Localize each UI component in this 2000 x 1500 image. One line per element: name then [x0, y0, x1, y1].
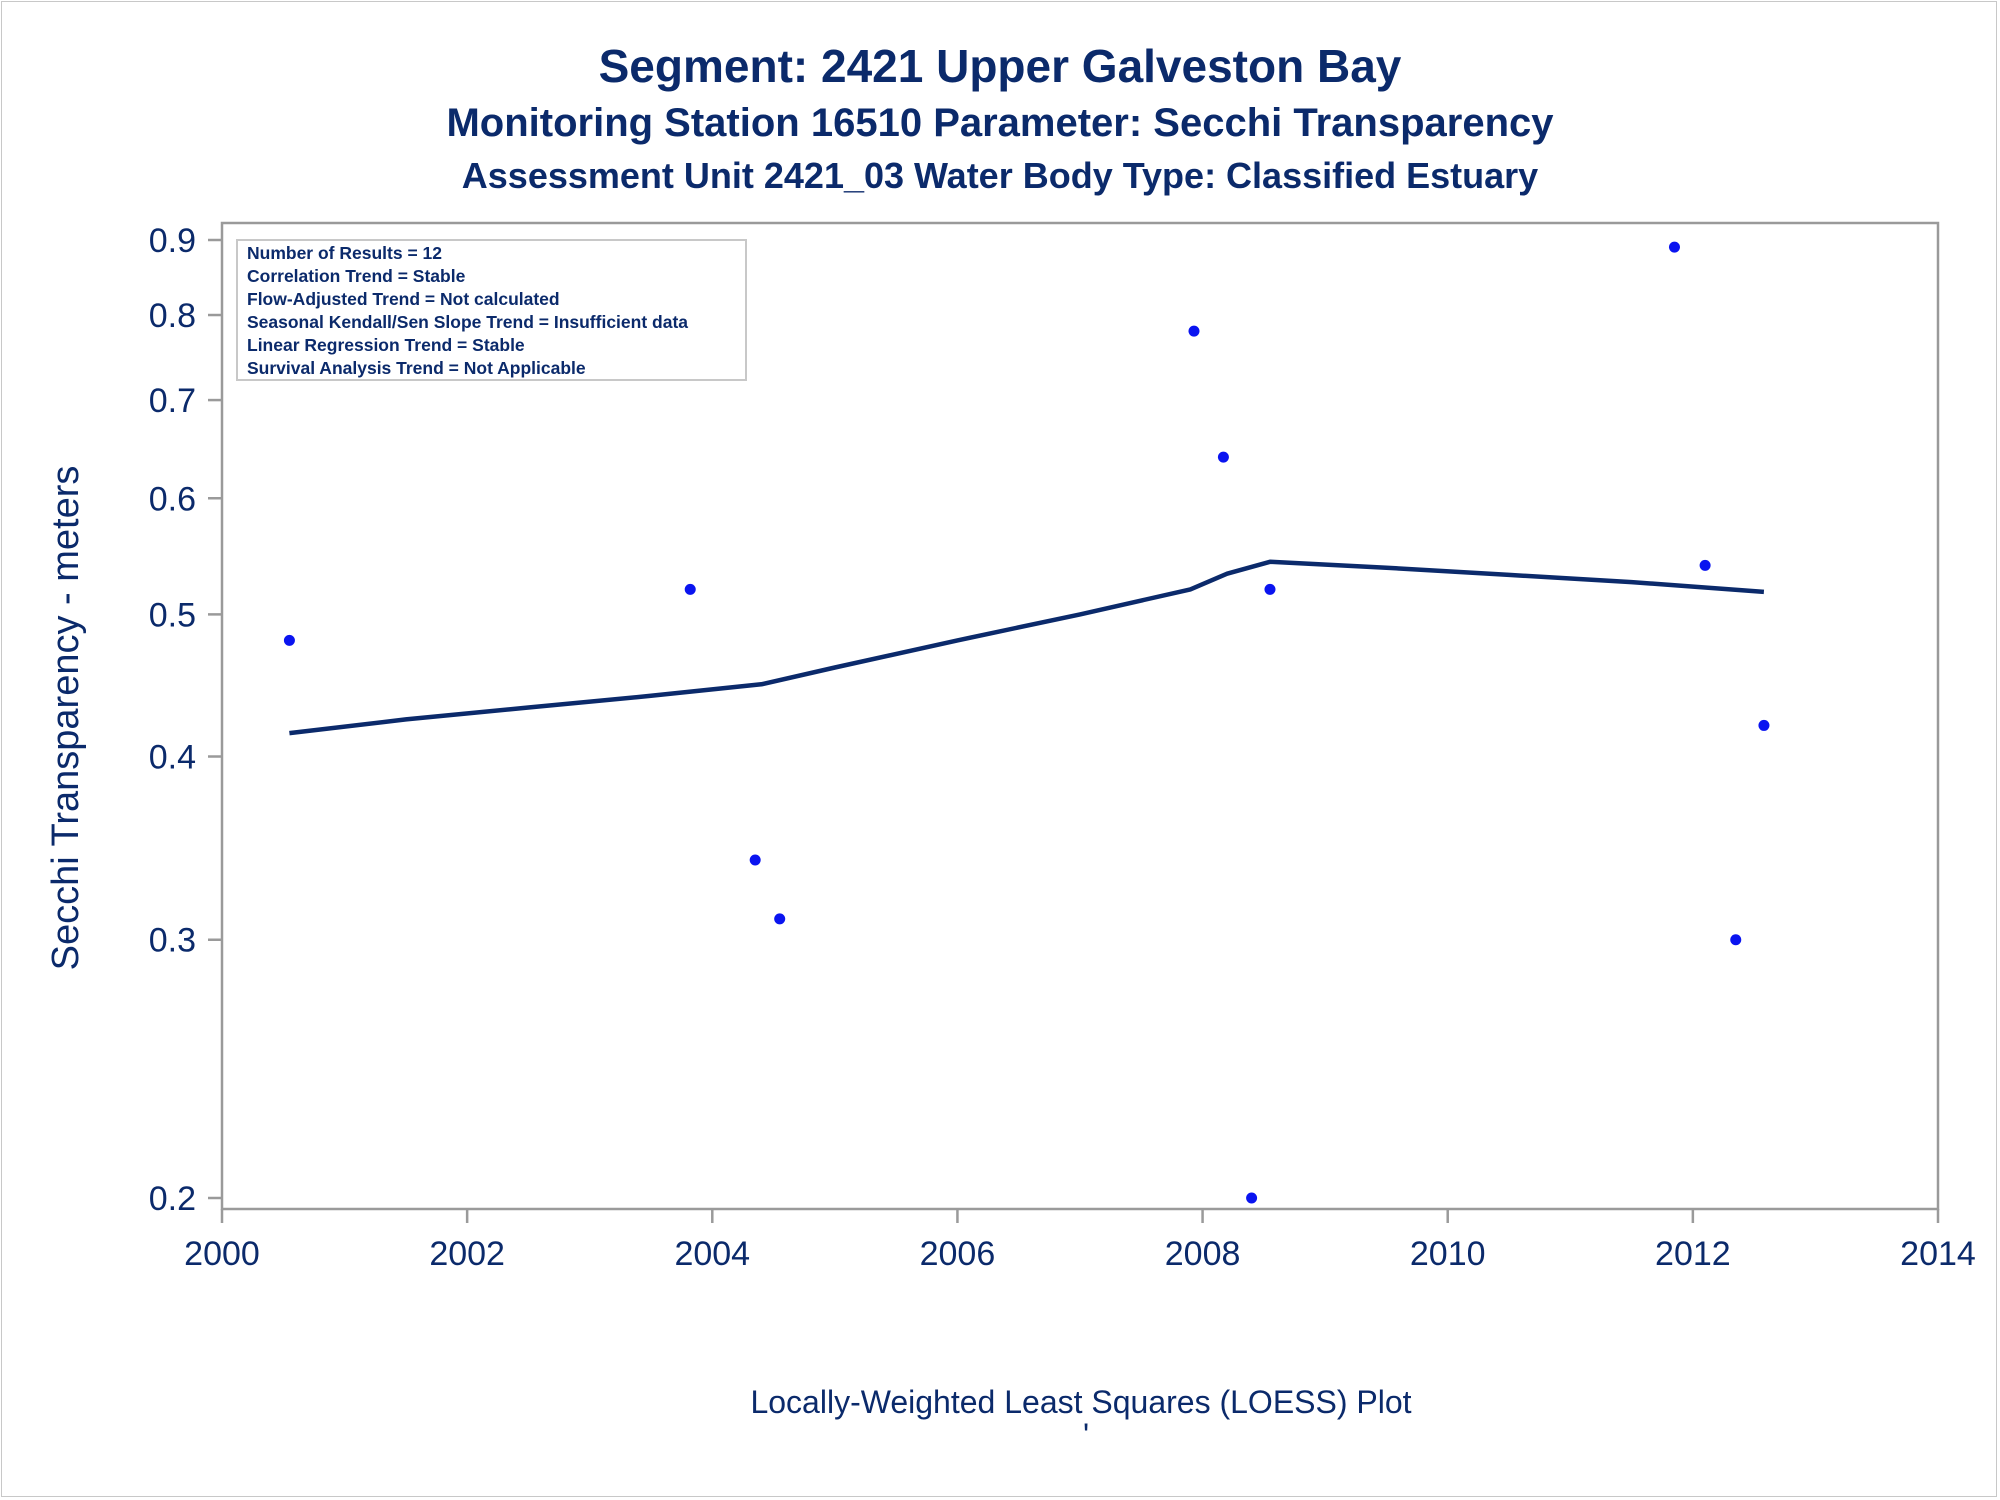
- y-tick-label: 0.5: [149, 596, 196, 634]
- data-point: [1188, 325, 1200, 337]
- chart-subtitle-2: Assessment Unit 2421_03 Water Body Type:…: [461, 155, 1539, 196]
- y-tick-label: 0.3: [149, 922, 196, 960]
- x-tick-label: 2002: [429, 1235, 505, 1273]
- stats-box: [236, 239, 747, 381]
- y-tick-label: 0.8: [149, 297, 196, 335]
- loess-line: [289, 559, 1765, 736]
- y-tick-label: 0.9: [149, 222, 196, 260]
- y-tick-label: 0.7: [149, 382, 196, 420]
- data-point: [1699, 559, 1711, 571]
- stats-line: Survival Analysis Trend = Not Applicable: [247, 358, 586, 378]
- data-point: [1217, 451, 1229, 463]
- y-tick-label: 0.4: [149, 739, 196, 777]
- data-point: [1264, 583, 1276, 595]
- data-point: [774, 913, 786, 925]
- x-tick-label: 2004: [674, 1235, 750, 1273]
- plot-area-frame: [220, 221, 1940, 1211]
- data-point: [283, 634, 295, 646]
- chart-title: Segment: 2421 Upper Galveston Bay: [598, 40, 1402, 92]
- stats-line: Seasonal Kendall/Sen Slope Trend = Insuf…: [247, 312, 688, 332]
- y-tick-label: 0.6: [149, 480, 196, 518]
- data-point: [749, 854, 761, 866]
- stats-line: Correlation Trend = Stable: [247, 266, 466, 286]
- x-tick-label: 2008: [1165, 1235, 1241, 1273]
- x-tick-label: 2012: [1655, 1235, 1731, 1273]
- data-point: [1246, 1192, 1258, 1204]
- stats-line: Flow-Adjusted Trend = Not calculated: [247, 289, 560, 309]
- x-tick-label: 2010: [1410, 1235, 1486, 1273]
- stats-line: Linear Regression Trend = Stable: [247, 335, 525, 355]
- data-point: [1730, 934, 1742, 946]
- x-tick-label: 2014: [1900, 1235, 1976, 1273]
- footnote: Locally-Weighted Least Squares (LOESS) P…: [750, 1384, 1411, 1420]
- x-tick-label: 2000: [184, 1235, 260, 1273]
- data-point: [684, 583, 696, 595]
- stats-line: Number of Results = 12: [247, 243, 442, 263]
- y-tick-label: 0.2: [149, 1180, 196, 1218]
- y-axis-title: Secchi Transparency - meters: [45, 466, 87, 971]
- chart-subtitle: Monitoring Station 16510 Parameter: Secc…: [446, 101, 1554, 145]
- footnote-mark: ': [1083, 1417, 1089, 1453]
- data-point: [1668, 241, 1680, 253]
- data-point: [1758, 719, 1770, 731]
- x-tick-label: 2006: [920, 1235, 996, 1273]
